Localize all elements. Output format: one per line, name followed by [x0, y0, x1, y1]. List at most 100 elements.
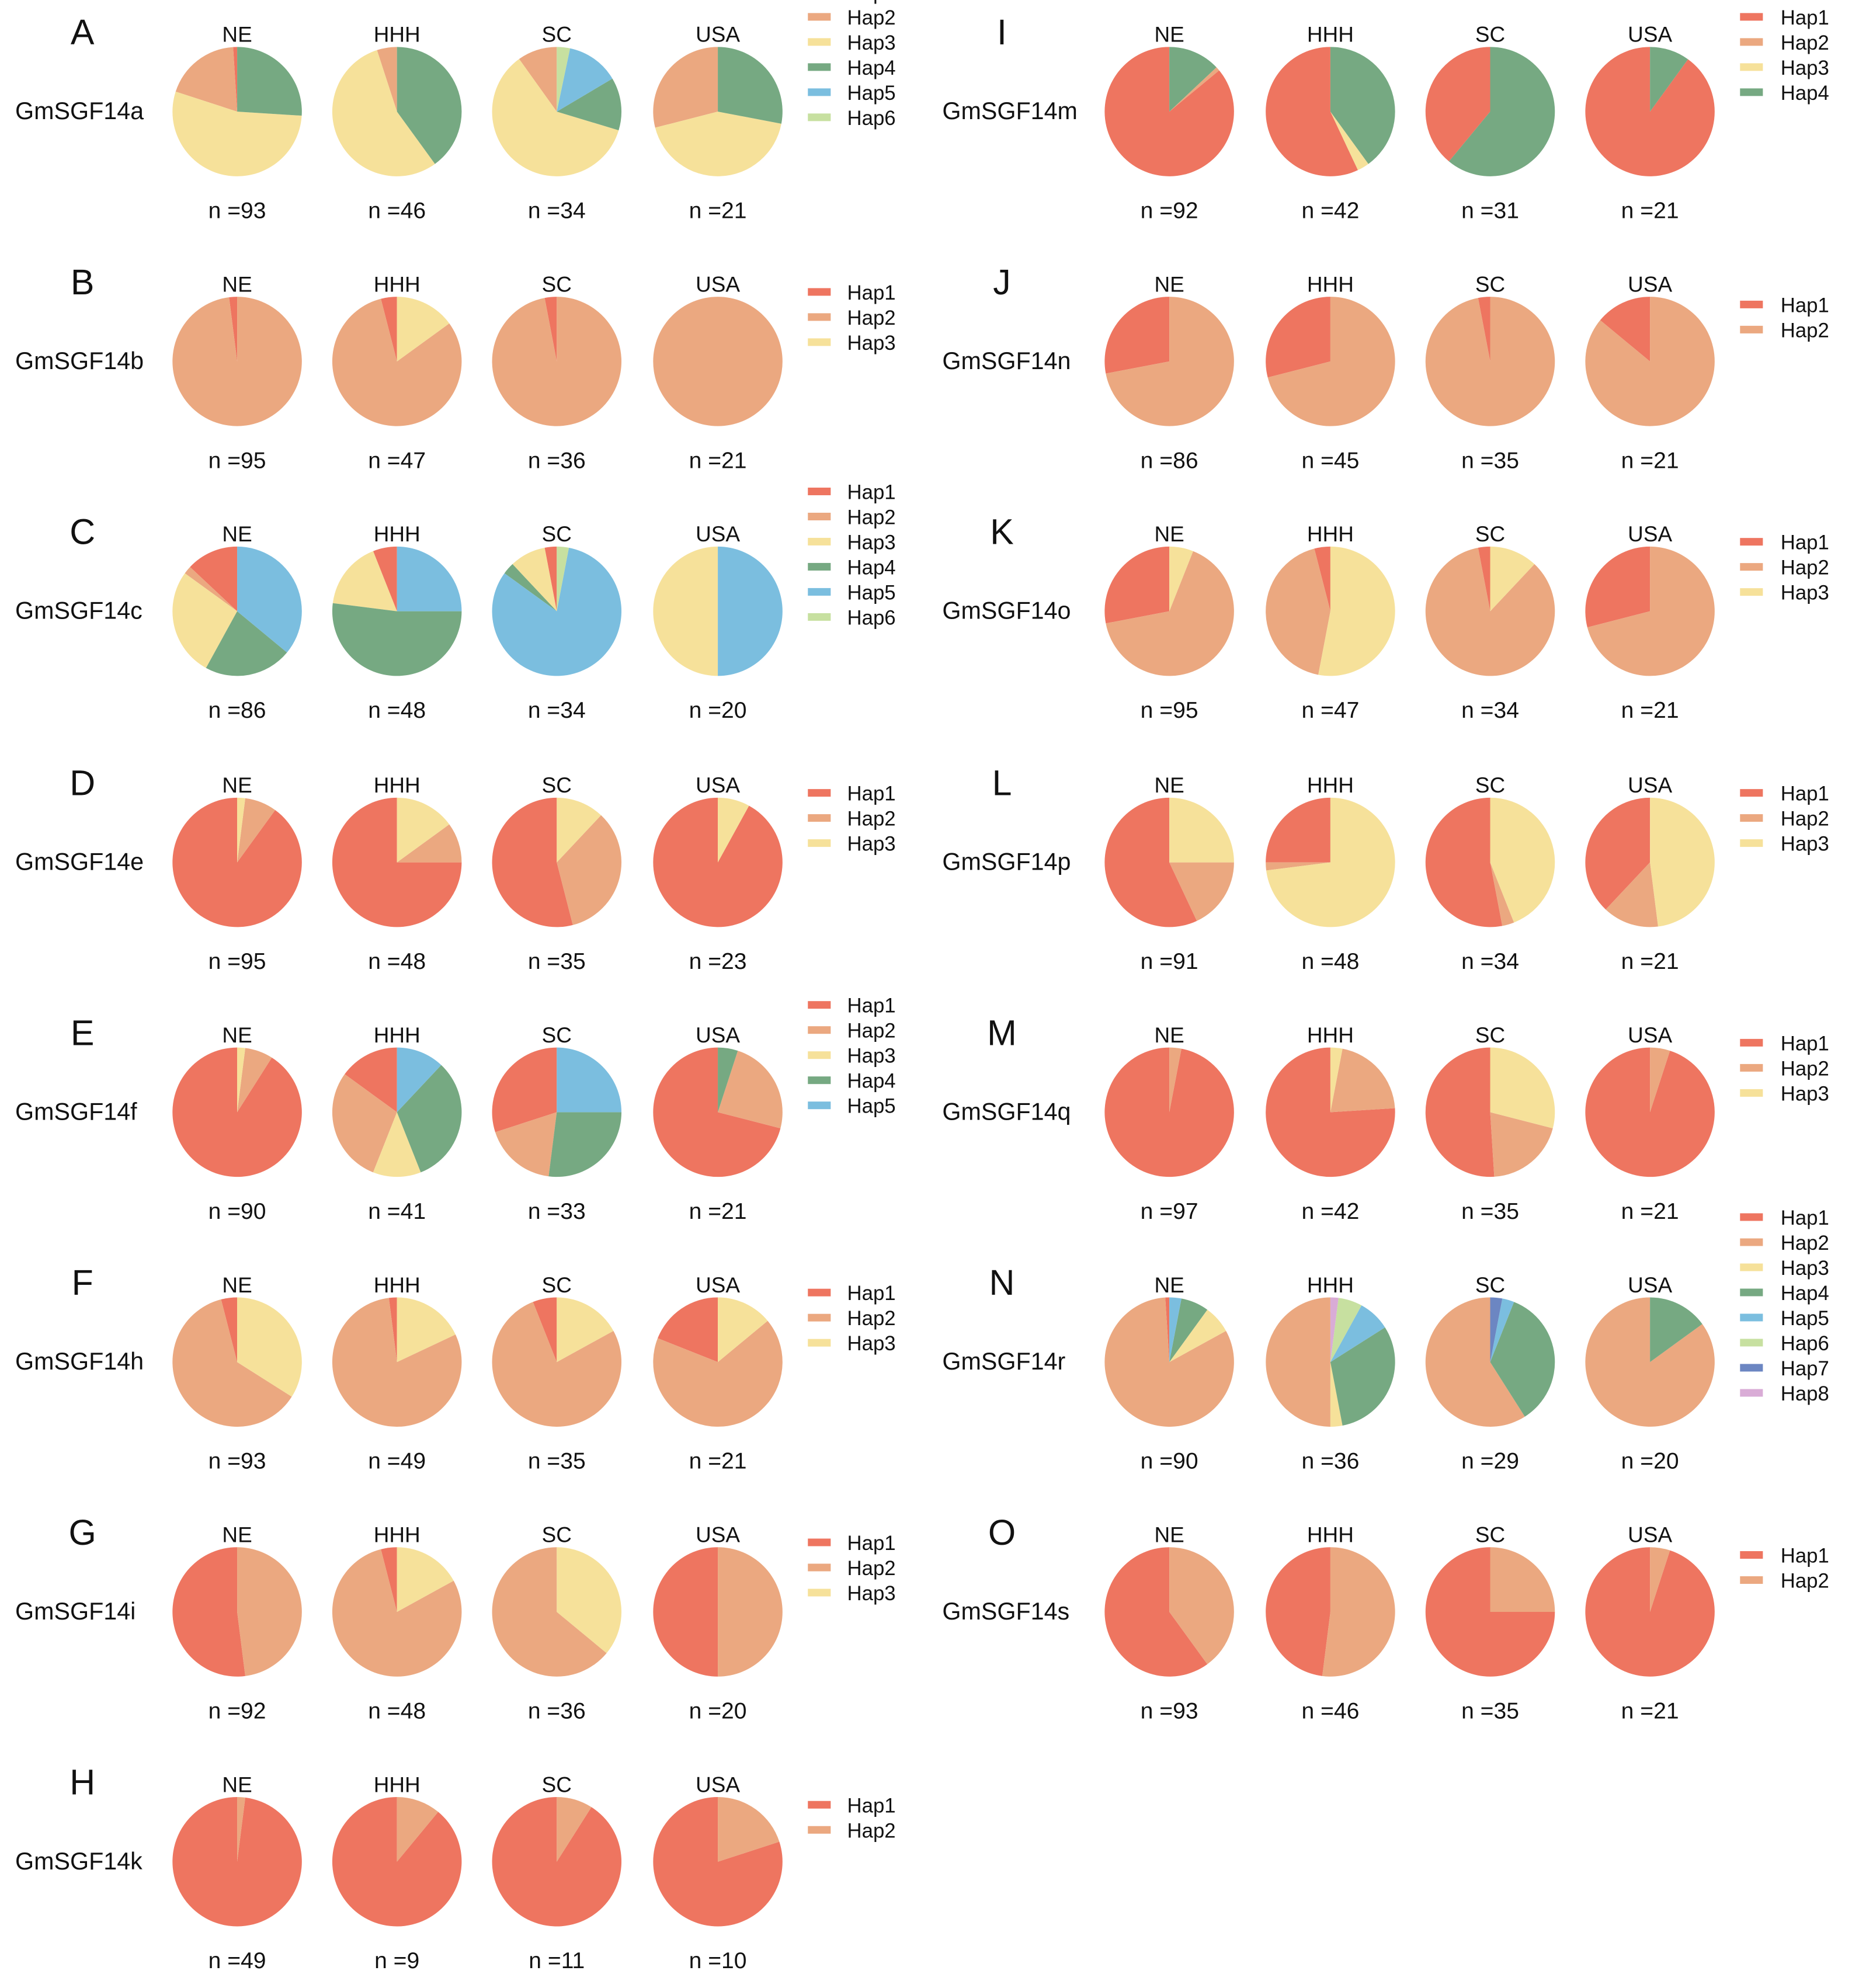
sample-size-label: n =34 — [1461, 949, 1519, 974]
sample-size-label: n =23 — [689, 949, 747, 974]
pie-slice-hap3 — [237, 1047, 245, 1113]
pie-slice-hap2 — [1322, 1547, 1395, 1677]
sample-size-label: n =41 — [368, 1199, 426, 1224]
legend-label: Hap2 — [1781, 808, 1829, 830]
pie-slice-hap6 — [1330, 1298, 1362, 1363]
legend-swatch-hap5 — [808, 588, 831, 596]
legend-label: Hap2 — [847, 307, 896, 329]
panel-letter: L — [992, 763, 1012, 803]
sample-size-label: n =90 — [1141, 1449, 1198, 1474]
population-label: SC — [1475, 23, 1505, 47]
panel-letter: F — [72, 1263, 93, 1302]
pie-slice-hap1 — [1266, 797, 1330, 863]
legend-swatch-hap3 — [1740, 63, 1763, 71]
panel-letter: B — [71, 262, 95, 302]
sample-size-label: n =34 — [528, 698, 586, 723]
pie-slice-hap3 — [397, 797, 450, 863]
gene-label: GmSGF14m — [942, 98, 1078, 124]
pie-slice-hap4 — [206, 611, 287, 676]
pie-slice-hap2 — [1425, 547, 1555, 676]
panel-letter: C — [70, 512, 95, 552]
pie-slice-hap2 — [1104, 1297, 1234, 1427]
pie-slice-hap3 — [1490, 797, 1555, 923]
pie-ne — [172, 1797, 302, 1927]
legend-label: Hap4 — [847, 1071, 896, 1093]
pie-slice-hap3 — [1490, 1047, 1555, 1128]
sample-size-label: n =36 — [528, 448, 586, 473]
pie-slice-hap2 — [1266, 862, 1330, 871]
population-label: USA — [696, 1523, 740, 1547]
pie-hhh — [1266, 47, 1395, 176]
legend-label: Hap4 — [847, 57, 896, 79]
panel-letter: H — [70, 1763, 95, 1802]
sample-size-label: n =95 — [1141, 698, 1198, 723]
pie-slice-hap3 — [373, 1112, 421, 1177]
pie-slice-hap4 — [1330, 47, 1395, 164]
population-label: USA — [696, 1273, 740, 1297]
legend-label: Hap3 — [847, 531, 896, 554]
sample-size-label: n =21 — [689, 1199, 747, 1224]
sample-size-label: n =21 — [1621, 1199, 1679, 1224]
sample-size-label: n =49 — [209, 1948, 266, 1973]
pie-slice-hap1 — [1425, 1047, 1495, 1177]
legend-swatch-hap2 — [1740, 1063, 1763, 1072]
pie-usa — [1585, 297, 1715, 426]
population-label: HHH — [1307, 23, 1354, 47]
sample-size-label: n =11 — [529, 1948, 585, 1973]
sample-size-label: n =21 — [1621, 698, 1679, 723]
sample-size-label: n =21 — [1621, 1698, 1679, 1723]
gene-label: GmSGF14n — [942, 347, 1071, 374]
population-label: NE — [1154, 272, 1184, 296]
population-label: HHH — [374, 23, 421, 47]
population-label: USA — [1628, 773, 1672, 797]
legend-swatch-hap1 — [1740, 13, 1763, 21]
pie-slice-hap2 — [1490, 1112, 1553, 1177]
gene-label: GmSGF14e — [15, 849, 144, 875]
population-label: NE — [1154, 1523, 1184, 1547]
pie-slice-hap3 — [1169, 1309, 1226, 1363]
panel-h: H GmSGF14k NE n =49 HHH n =9 SC n =11 USA n =10 Ha… — [15, 1763, 896, 1973]
pie-hhh — [332, 1297, 462, 1427]
pie-slice-hap1 — [332, 1797, 462, 1927]
pie-slice-hap4 — [718, 1047, 738, 1113]
pie-slice-hap2 — [185, 566, 238, 611]
legend-swatch-hap1 — [1740, 1213, 1763, 1221]
pie-hhh — [332, 1047, 462, 1177]
pie-usa — [653, 1297, 783, 1427]
sample-size-label: n =92 — [1141, 198, 1198, 223]
population-label: NE — [1154, 23, 1184, 47]
pie-sc — [1425, 1297, 1555, 1427]
legend-swatch-hap3 — [808, 537, 831, 545]
population-label: HHH — [1307, 1273, 1354, 1297]
legend-label: Hap1 — [847, 783, 896, 805]
pie-slice-hap5 — [397, 1047, 442, 1113]
pie-slice-hap2 — [1106, 297, 1234, 426]
pie-sc — [1425, 47, 1555, 176]
pie-hhh — [332, 546, 462, 676]
pie-slice-hap2 — [1490, 1547, 1555, 1612]
sample-size-label: n =34 — [528, 198, 586, 223]
panel-letter: K — [990, 512, 1014, 552]
pie-slice-hap3 — [1490, 546, 1535, 611]
sample-size-label: n =93 — [209, 198, 266, 223]
pie-ne — [1104, 546, 1234, 676]
pie-slice-hap2 — [172, 297, 302, 426]
legend-swatch-hap6 — [1740, 1339, 1763, 1347]
pie-sc — [1425, 1047, 1555, 1177]
legend-swatch-hap2 — [1740, 1576, 1763, 1584]
gene-label: GmSGF14p — [942, 849, 1071, 875]
legend-swatch-hap4 — [808, 562, 831, 571]
legend-label: Hap1 — [847, 481, 896, 503]
sample-size-label: n =97 — [1141, 1199, 1198, 1224]
pie-slice-hap2 — [557, 815, 622, 925]
pie-slice-hap1 — [388, 1297, 397, 1363]
panel-letter: M — [987, 1013, 1017, 1052]
legend-swatch-hap6 — [808, 613, 831, 621]
legend-swatch-hap3 — [1740, 588, 1763, 596]
population-label: USA — [696, 773, 740, 797]
legend-label: Hap3 — [847, 833, 896, 856]
pie-slice-hap1 — [1104, 797, 1197, 927]
pie-slice-hap2 — [1425, 1297, 1525, 1427]
panel-n: N GmSGF14r NE n =90 HHH n =36 SC n =29 USA n =20 H… — [942, 1207, 1829, 1474]
